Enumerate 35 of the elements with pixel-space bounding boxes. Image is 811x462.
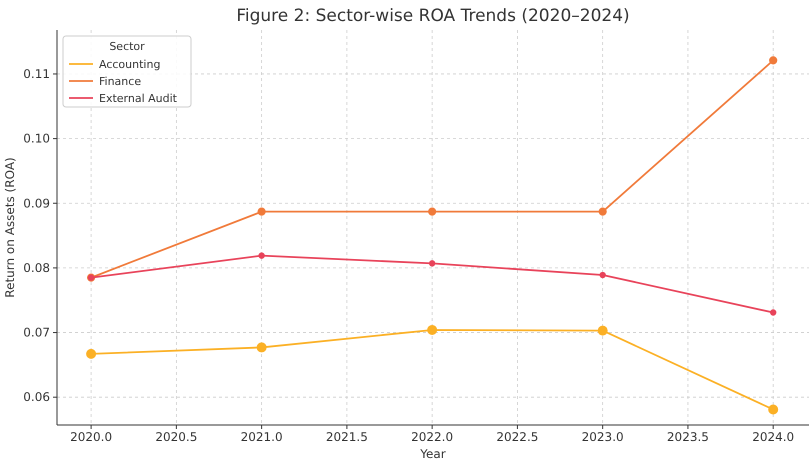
y-tick-label: 0.11 [23,66,50,81]
point [598,326,608,336]
point [256,342,267,352]
point [258,208,266,216]
x-tick-label: 2020.0 [70,430,112,444]
legend-label: Accounting [99,58,160,71]
point [258,252,265,259]
chart-title: Figure 2: Sector-wise ROA Trends (2020–2024) [236,6,630,26]
point [427,324,438,335]
y-tick-label: 0.09 [23,196,50,210]
y-tick-label: 0.06 [23,390,50,404]
point [86,348,96,359]
point [428,208,436,216]
x-tick-label: 2024.0 [752,430,794,444]
point [599,272,606,278]
x-axis-title: Year [419,447,446,461]
legend-label: Finance [99,75,142,88]
x-tick-label: 2023.5 [666,430,709,444]
point [768,404,778,414]
legend-title: Sector [109,40,146,53]
x-tick-label: 2022.5 [496,430,538,444]
y-tick-label: 0.08 [23,260,50,275]
legend-label: External Audit [99,92,178,105]
x-tick-label: 2021.5 [326,430,368,444]
point [770,309,776,316]
x-tick-label: 2020.5 [155,430,198,444]
point [598,208,607,216]
y-axis-title: Return on Assets (ROA) [3,157,17,298]
x-tick-label: 2023.0 [582,430,624,444]
point [769,56,778,64]
y-tick-label: 0.07 [23,326,50,340]
x-tick-label: 2021.0 [240,430,283,444]
x-tick-label: 2022.0 [411,430,454,444]
y-tick-label: 0.10 [23,132,50,146]
point [428,260,436,267]
